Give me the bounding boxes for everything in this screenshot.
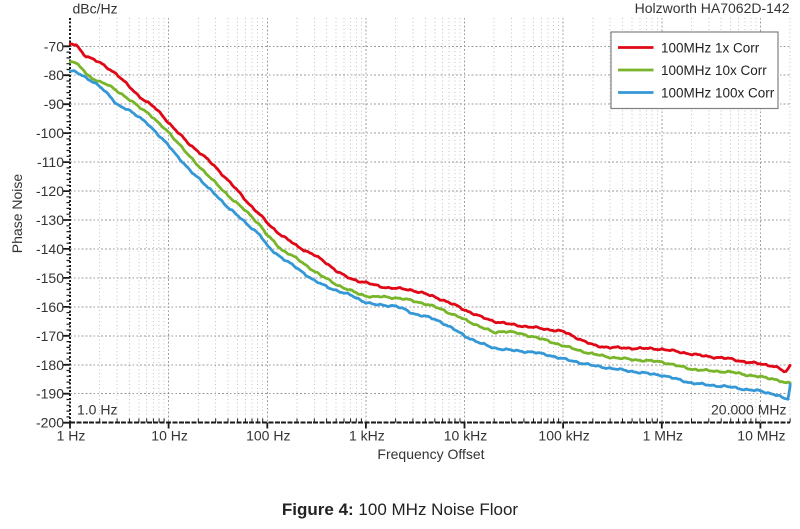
svg-text:-140: -140 <box>36 241 64 257</box>
svg-text:10 MHz: 10 MHz <box>737 428 785 444</box>
svg-text:10 kHz: 10 kHz <box>444 428 488 444</box>
svg-text:-180: -180 <box>36 357 64 373</box>
svg-text:-150: -150 <box>36 270 64 286</box>
svg-text:100MHz 1x Corr: 100MHz 1x Corr <box>661 40 760 55</box>
svg-text:1 MHz: 1 MHz <box>643 428 683 444</box>
svg-text:Frequency Offset: Frequency Offset <box>377 446 484 462</box>
svg-text:100 Hz: 100 Hz <box>246 428 290 444</box>
svg-text:1 kHz: 1 kHz <box>349 428 385 444</box>
svg-text:-170: -170 <box>36 328 64 344</box>
svg-text:-160: -160 <box>36 299 64 315</box>
svg-text:1 Hz: 1 Hz <box>57 428 86 444</box>
svg-text:-110: -110 <box>37 154 64 170</box>
svg-text:-200: -200 <box>36 415 64 431</box>
svg-text:Phase Noise: Phase Noise <box>9 174 25 254</box>
svg-text:-100: -100 <box>36 125 64 141</box>
svg-text:-190: -190 <box>36 386 64 402</box>
svg-text:-130: -130 <box>36 212 64 228</box>
svg-text:1.0 Hz: 1.0 Hz <box>77 402 117 418</box>
svg-text:100MHz 100x Corr: 100MHz 100x Corr <box>661 85 775 100</box>
svg-text:10 Hz: 10 Hz <box>151 428 188 444</box>
svg-text:dBc/Hz: dBc/Hz <box>73 1 118 17</box>
svg-text:-80: -80 <box>44 67 64 83</box>
svg-text:-70: -70 <box>44 38 64 54</box>
svg-text:-90: -90 <box>44 96 64 112</box>
svg-text:20.000 MHz: 20.000 MHz <box>711 402 786 418</box>
svg-text:Holzworth HA7062D-142: Holzworth HA7062D-142 <box>635 0 790 16</box>
svg-text:-120: -120 <box>36 183 64 199</box>
svg-text:100 kHz: 100 kHz <box>538 428 589 444</box>
svg-text:100MHz 10x Corr: 100MHz 10x Corr <box>661 63 767 78</box>
